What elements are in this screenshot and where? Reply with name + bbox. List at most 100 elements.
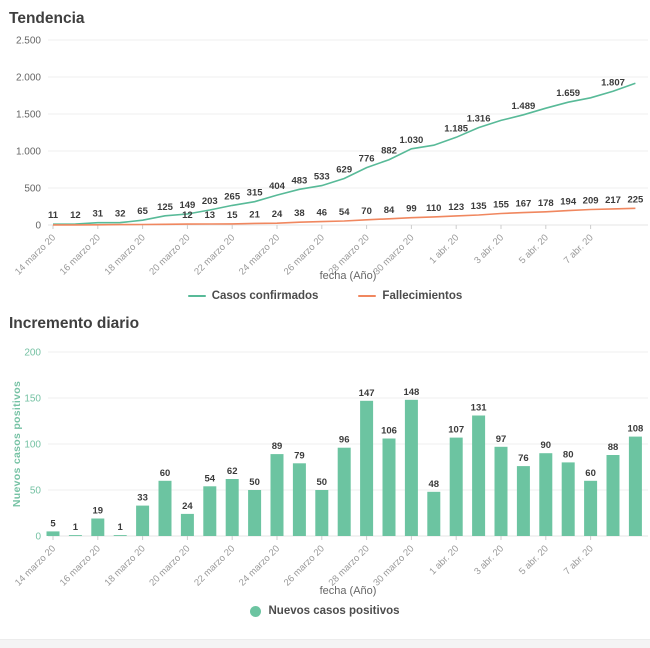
svg-text:54: 54 bbox=[339, 207, 350, 218]
svg-text:404: 404 bbox=[269, 181, 286, 192]
svg-text:46: 46 bbox=[317, 208, 328, 219]
svg-text:16 marzo 20: 16 marzo 20 bbox=[58, 543, 103, 588]
legend-label-confirmados: Casos confirmados bbox=[211, 290, 319, 302]
svg-text:24: 24 bbox=[182, 501, 193, 512]
svg-text:315: 315 bbox=[247, 188, 264, 199]
svg-text:13: 13 bbox=[205, 210, 216, 221]
bar bbox=[203, 486, 217, 536]
bar bbox=[606, 455, 620, 536]
svg-text:178: 178 bbox=[538, 198, 554, 209]
svg-text:50: 50 bbox=[317, 477, 328, 488]
deaths-line-swatch-icon bbox=[358, 295, 377, 297]
svg-text:1 abr. 20: 1 abr. 20 bbox=[427, 543, 461, 577]
svg-text:32: 32 bbox=[115, 209, 126, 220]
svg-text:30 marzo 20: 30 marzo 20 bbox=[371, 543, 416, 588]
data-labels: 11 12 31 32 65 125 149 203 265 315 404 483 533 629 776… bbox=[48, 77, 625, 221]
svg-text:24 marzo 20: 24 marzo 20 bbox=[237, 232, 282, 277]
svg-text:26 marzo 20: 26 marzo 20 bbox=[282, 543, 327, 588]
svg-text:265: 265 bbox=[224, 191, 241, 202]
legend-label-nuevos-casos: Nuevos casos positivos bbox=[268, 605, 400, 617]
svg-text:28 marzo 20: 28 marzo 20 bbox=[327, 543, 372, 588]
svg-text:70: 70 bbox=[361, 206, 372, 217]
svg-text:20 marzo 20: 20 marzo 20 bbox=[147, 543, 192, 588]
svg-text:1.807: 1.807 bbox=[601, 77, 625, 88]
svg-text:15: 15 bbox=[227, 210, 238, 221]
svg-text:20 marzo 20: 20 marzo 20 bbox=[147, 232, 192, 277]
trend-section: Tendencia 0 500 1.000 1.500 2.000 2.500 14 mar… bbox=[0, 9, 650, 302]
legend-item-fallecimientos[interactable]: Fallecimientos bbox=[358, 290, 462, 302]
svg-text:3 abr. 20: 3 abr. 20 bbox=[472, 232, 506, 266]
daily-chart-title: Incremento diario bbox=[9, 315, 140, 332]
svg-text:1.185: 1.185 bbox=[444, 123, 468, 134]
svg-text:200: 200 bbox=[24, 348, 41, 359]
y-axis-labels: 0 50 100 150 200 bbox=[24, 348, 41, 543]
svg-text:7 abr. 20: 7 abr. 20 bbox=[562, 543, 596, 577]
svg-text:31: 31 bbox=[93, 209, 104, 220]
legend-item-nuevos-casos[interactable]: Nuevos casos positivos bbox=[250, 605, 400, 617]
svg-text:1 abr. 20: 1 abr. 20 bbox=[427, 232, 461, 266]
trend-chart-title: Tendencia bbox=[9, 10, 85, 27]
svg-text:776: 776 bbox=[359, 154, 375, 165]
svg-text:22 marzo 20: 22 marzo 20 bbox=[192, 232, 237, 277]
svg-text:155: 155 bbox=[493, 200, 510, 211]
svg-text:2.500: 2.500 bbox=[16, 36, 41, 47]
svg-text:79: 79 bbox=[294, 450, 305, 461]
svg-text:11: 11 bbox=[48, 210, 59, 221]
bar bbox=[91, 518, 105, 536]
svg-text:1.489: 1.489 bbox=[512, 101, 536, 112]
svg-text:12: 12 bbox=[182, 210, 193, 221]
bar bbox=[584, 480, 598, 536]
svg-text:148: 148 bbox=[403, 387, 419, 398]
daily-section: Incremento diario 0 50 100 150 200 14 marzo 2… bbox=[0, 314, 650, 617]
svg-text:88: 88 bbox=[608, 442, 619, 453]
svg-text:1: 1 bbox=[73, 522, 79, 533]
svg-text:65: 65 bbox=[137, 206, 148, 217]
y-axis-title: Nuevos casos positivos bbox=[11, 381, 23, 507]
svg-text:1.030: 1.030 bbox=[400, 135, 424, 146]
legend-item-casos-confirmados[interactable]: Casos confirmados bbox=[187, 290, 319, 302]
bar bbox=[404, 399, 418, 536]
bar bbox=[136, 505, 150, 536]
bar bbox=[180, 513, 194, 536]
svg-text:99: 99 bbox=[406, 204, 417, 215]
bar bbox=[337, 447, 351, 536]
svg-text:0: 0 bbox=[35, 221, 41, 232]
svg-text:100: 100 bbox=[24, 440, 41, 451]
y-axis-labels: 0 500 1.000 1.500 2.000 2.500 bbox=[16, 36, 41, 232]
new-cases-dot-swatch-icon bbox=[250, 605, 262, 617]
svg-text:14 marzo 20: 14 marzo 20 bbox=[13, 232, 58, 277]
confirmed-line-swatch-icon bbox=[187, 295, 206, 297]
bar bbox=[292, 463, 306, 536]
bar bbox=[68, 535, 82, 536]
svg-text:1.316: 1.316 bbox=[467, 114, 491, 125]
bar bbox=[248, 490, 262, 536]
svg-text:14 marzo 20: 14 marzo 20 bbox=[13, 543, 58, 588]
svg-text:19: 19 bbox=[93, 506, 104, 517]
svg-text:882: 882 bbox=[381, 146, 397, 157]
svg-text:3 abr. 20: 3 abr. 20 bbox=[472, 543, 506, 577]
bar-labels: 5 1 19 1 33 60 24 54 62 50 89 79 50 96 147 106 148 48 107 1… bbox=[50, 387, 643, 533]
svg-text:167: 167 bbox=[515, 199, 531, 210]
bar bbox=[46, 531, 60, 536]
bar bbox=[113, 535, 127, 536]
svg-text:89: 89 bbox=[272, 441, 283, 452]
svg-text:76: 76 bbox=[518, 453, 529, 464]
svg-text:18 marzo 20: 18 marzo 20 bbox=[103, 543, 148, 588]
svg-text:5: 5 bbox=[50, 518, 56, 529]
bars bbox=[46, 399, 642, 536]
trend-line-chart: 0 500 1.000 1.500 2.000 2.500 14 marzo 20 16 ma… bbox=[13, 36, 648, 282]
svg-text:203: 203 bbox=[202, 196, 218, 207]
svg-text:147: 147 bbox=[359, 388, 375, 399]
legend-label-fallecimientos: Fallecimientos bbox=[382, 290, 463, 302]
bar bbox=[516, 466, 530, 536]
svg-text:1: 1 bbox=[118, 522, 124, 533]
svg-text:21: 21 bbox=[249, 209, 260, 220]
svg-text:84: 84 bbox=[384, 205, 395, 216]
series-line-0 bbox=[52, 82, 636, 225]
svg-text:96: 96 bbox=[339, 435, 350, 446]
svg-text:2.000: 2.000 bbox=[16, 73, 41, 84]
svg-text:533: 533 bbox=[314, 172, 330, 183]
svg-text:123: 123 bbox=[448, 202, 464, 213]
svg-text:24 marzo 20: 24 marzo 20 bbox=[237, 543, 282, 588]
